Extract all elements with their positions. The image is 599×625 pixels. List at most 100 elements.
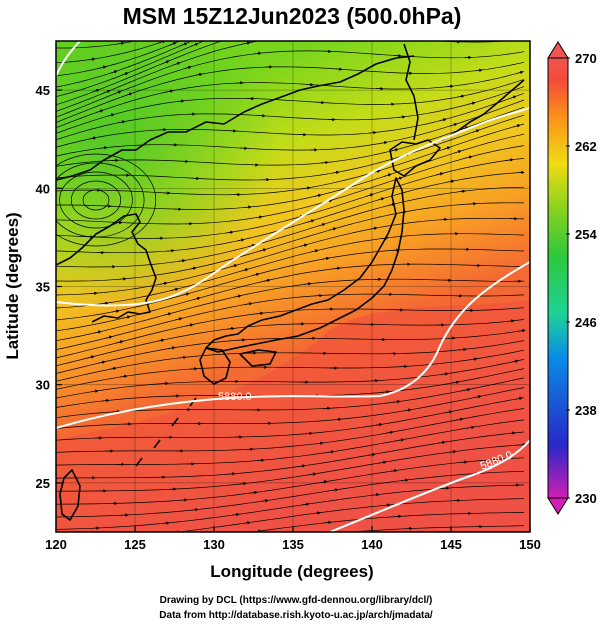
- streamline-arrow: [227, 472, 236, 476]
- x-axis-label: Longitude (degrees): [210, 562, 373, 581]
- streamline-arrow: [163, 312, 172, 316]
- streamline-arrow: [122, 315, 131, 319]
- streamline-arrow: [101, 398, 110, 403]
- streamline: [56, 41, 193, 88]
- streamline: [56, 41, 166, 64]
- y-tick-label: 45: [36, 83, 50, 98]
- streamline: [56, 408, 525, 453]
- streamline-arrow: [333, 417, 342, 422]
- streamline-arrow: [315, 441, 324, 445]
- streamline-arrow: [330, 488, 339, 492]
- y-axis-label: Latitude (degrees): [3, 212, 22, 359]
- cyclone-streamline: [82, 189, 110, 211]
- streamline-arrow: [297, 464, 306, 468]
- streamline-arrow: [254, 215, 263, 219]
- streamline-arrow: [455, 417, 464, 422]
- streamline: [56, 158, 525, 239]
- streamline-arrow: [172, 61, 181, 66]
- colorbar-ticks: 270 262 254 246 238 230: [566, 51, 597, 506]
- contour-label-1: 5880.0: [218, 391, 252, 403]
- streamline-arrow: [97, 360, 106, 365]
- streamline-arrow: [462, 388, 471, 392]
- streamline-arrow: [467, 101, 476, 105]
- cyclone-streamline: [59, 171, 133, 229]
- streamline-arrow: [403, 408, 412, 412]
- streamline-arrow: [95, 109, 104, 113]
- streamline-arrow: [508, 95, 517, 100]
- streamline-arrow: [303, 282, 312, 286]
- streamline-arrow: [460, 126, 469, 130]
- streamline-arrow: [115, 340, 124, 344]
- streamline-arrow: [111, 309, 120, 313]
- streamline-arrow: [195, 549, 201, 550]
- streamline-arrow: [449, 122, 458, 127]
- streamline-arrow: [190, 42, 199, 47]
- colorbar: 270 262 254 246 238 230: [547, 41, 597, 515]
- y-axis-ticks: 25 30 35 40 45: [36, 83, 62, 491]
- streamline-arrow: [378, 460, 387, 465]
- contour-northwest: [56, 41, 81, 77]
- streamline-arrow: [242, 41, 251, 45]
- plot-area: 5880.0 5880.0: [56, 36, 530, 589]
- streamline-arrow: [445, 84, 454, 89]
- streamline-arrow: [517, 328, 526, 333]
- streamline: [56, 387, 525, 429]
- streamline-arrow: [229, 588, 235, 589]
- streamline-arrow: [183, 65, 192, 70]
- streamline-arrow: [385, 430, 394, 435]
- streamline-arrow: [448, 449, 457, 454]
- streamline-arrow: [251, 272, 260, 277]
- cyclone-streamline: [56, 162, 145, 238]
- streamline-arrow: [367, 452, 376, 457]
- streamline-arrow: [88, 136, 97, 140]
- streamline-arrow: [194, 72, 203, 77]
- streamline-arrow: [161, 521, 170, 525]
- streamline-arrow: [236, 238, 245, 242]
- streamline-arrow: [265, 540, 271, 541]
- wind-streamlines: [56, 36, 527, 589]
- streamline-arrow: [170, 287, 179, 292]
- kurils-chain: [441, 79, 525, 141]
- streamline-arrow: [390, 148, 399, 152]
- streamline-arrow: [232, 36, 238, 38]
- korea-china-coastline: [56, 213, 157, 323]
- streamline-arrow: [320, 160, 329, 165]
- streamline-arrow: [301, 502, 310, 506]
- streamline-arrow: [116, 41, 125, 46]
- streamline: [56, 41, 223, 106]
- streamline-arrow: [323, 520, 332, 525]
- streamline-arrow: [469, 357, 478, 361]
- streamline-arrow: [339, 531, 343, 532]
- streamline-arrow: [249, 490, 258, 495]
- streamline: [56, 377, 525, 419]
- streamline-arrow: [244, 302, 253, 306]
- streamline: [56, 293, 525, 350]
- streamline: [56, 171, 525, 254]
- streamline-arrow: [253, 51, 262, 56]
- streamline-arrow: [256, 458, 265, 462]
- colorbar-tick-label: 262: [575, 139, 597, 154]
- streamline-arrow: [444, 410, 453, 414]
- y-tick-label: 35: [36, 280, 50, 295]
- streamline-arrow: [185, 323, 194, 327]
- streamline: [56, 79, 525, 134]
- streamline-arrow: [233, 294, 242, 298]
- streamline: [56, 99, 525, 157]
- streamline-arrow: [392, 399, 401, 404]
- streamline-arrow: [437, 440, 446, 445]
- streamline-arrow: [166, 249, 175, 253]
- streamline-arrow: [376, 197, 385, 201]
- streamline-arrow: [156, 338, 165, 343]
- streamline-arrow: [90, 389, 99, 393]
- streamline-arrow: [168, 42, 177, 46]
- streamline-arrow: [302, 186, 311, 190]
- streamline-arrow: [179, 42, 188, 47]
- streamline-arrow: [459, 460, 468, 464]
- streamline-arrow: [108, 366, 117, 371]
- streamline: [56, 248, 525, 321]
- streamline-arrow: [326, 450, 335, 454]
- streamline-arrow: [321, 256, 330, 261]
- colorbar-tick-label: 254: [575, 227, 597, 242]
- streamline-arrow: [319, 480, 328, 484]
